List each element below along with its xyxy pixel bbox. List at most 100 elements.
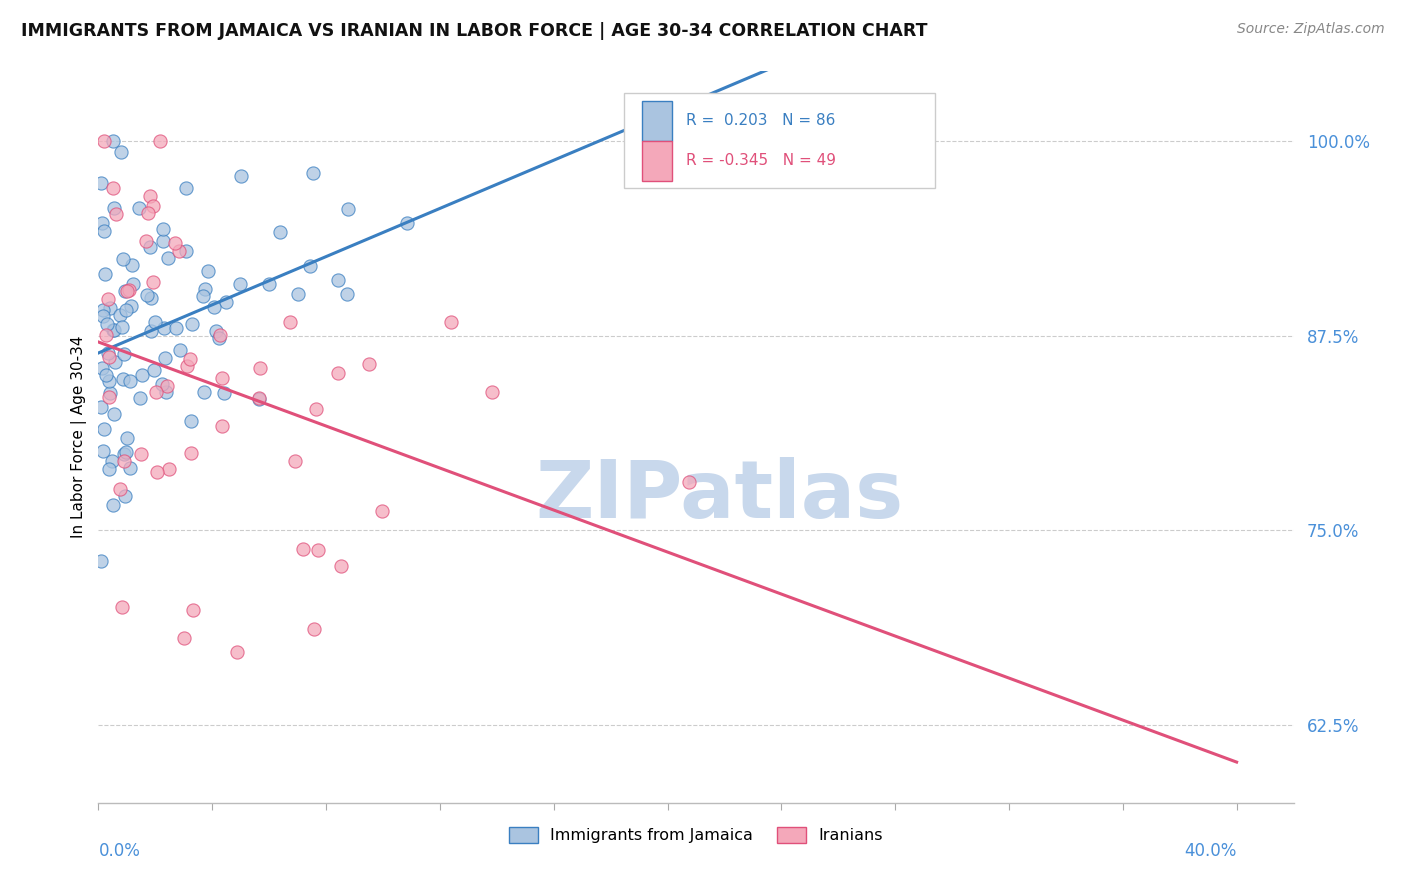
Point [118, 461, 141, 475]
Point [97, 391, 120, 405]
Point [98, 374, 121, 388]
Point [153, 351, 176, 365]
Point [146, 465, 169, 479]
Point [208, 331, 231, 345]
Point [90, 553, 112, 567]
Point [298, 259, 321, 273]
Point [193, 289, 215, 303]
Point [269, 226, 291, 240]
Point [117, 285, 139, 299]
Point [209, 328, 232, 343]
Point [138, 205, 160, 219]
Point [96, 328, 118, 343]
Point [90, 400, 112, 414]
Point [114, 284, 136, 298]
Text: R = -0.345   N = 49: R = -0.345 N = 49 [686, 153, 837, 169]
Point [249, 360, 271, 375]
Point [179, 352, 201, 367]
Point [90, 216, 112, 230]
Point [167, 244, 190, 259]
Point [112, 453, 135, 467]
Point [336, 287, 359, 301]
Point [111, 600, 134, 615]
Point [136, 288, 159, 302]
Point [214, 295, 236, 310]
Point [112, 346, 135, 360]
Point [284, 453, 307, 467]
Text: Source: ZipAtlas.com: Source: ZipAtlas.com [1237, 22, 1385, 37]
Point [91, 309, 114, 323]
Point [229, 277, 252, 291]
Point [90, 361, 112, 376]
Point [156, 379, 179, 393]
FancyBboxPatch shape [643, 141, 672, 181]
Point [98, 350, 121, 364]
Point [139, 324, 162, 338]
Point [328, 273, 350, 287]
Point [163, 235, 186, 250]
Point [120, 299, 142, 313]
Point [395, 216, 418, 230]
Point [97, 292, 120, 306]
Point [174, 244, 197, 259]
Point [330, 559, 353, 574]
Point [371, 503, 394, 517]
Y-axis label: In Labor Force | Age 30-34: In Labor Force | Age 30-34 [72, 335, 87, 539]
Point [108, 308, 131, 322]
Point [211, 419, 233, 434]
Point [193, 384, 215, 399]
Point [135, 234, 157, 248]
Point [115, 431, 138, 445]
Point [103, 407, 125, 421]
Point [96, 317, 118, 331]
Point [481, 385, 503, 400]
Point [100, 385, 122, 400]
Point [100, 301, 122, 316]
Point [128, 201, 150, 215]
Point [143, 315, 166, 329]
Point [176, 359, 198, 373]
Point [131, 368, 153, 382]
Point [115, 302, 138, 317]
Point [108, 482, 131, 496]
Point [211, 370, 233, 384]
Point [156, 252, 179, 266]
Point [247, 392, 270, 406]
Point [139, 189, 162, 203]
Point [157, 461, 180, 475]
Point [103, 322, 125, 336]
Point [326, 366, 349, 380]
Point [122, 277, 145, 291]
Point [307, 543, 329, 558]
Point [165, 321, 187, 335]
Point [197, 264, 219, 278]
Point [111, 320, 134, 334]
Point [93, 224, 115, 238]
Point [100, 454, 122, 468]
Point [231, 169, 253, 184]
Point [194, 282, 217, 296]
Point [155, 385, 177, 400]
Point [101, 181, 124, 195]
Point [94, 267, 117, 281]
Point [152, 234, 174, 248]
Point [104, 355, 127, 369]
Point [93, 135, 115, 149]
Point [139, 240, 162, 254]
Point [301, 166, 323, 180]
Point [111, 372, 134, 386]
Point [181, 317, 204, 331]
Point [149, 135, 172, 149]
Point [153, 321, 176, 335]
Point [302, 622, 325, 636]
Point [105, 207, 128, 221]
Legend: Immigrants from Jamaica, Iranians: Immigrants from Jamaica, Iranians [502, 821, 890, 850]
Point [115, 445, 138, 459]
Text: 0.0%: 0.0% [98, 842, 141, 860]
Point [112, 447, 135, 461]
Point [91, 303, 114, 318]
Point [94, 368, 117, 383]
Point [111, 252, 134, 266]
Point [180, 446, 202, 460]
Point [128, 392, 150, 406]
